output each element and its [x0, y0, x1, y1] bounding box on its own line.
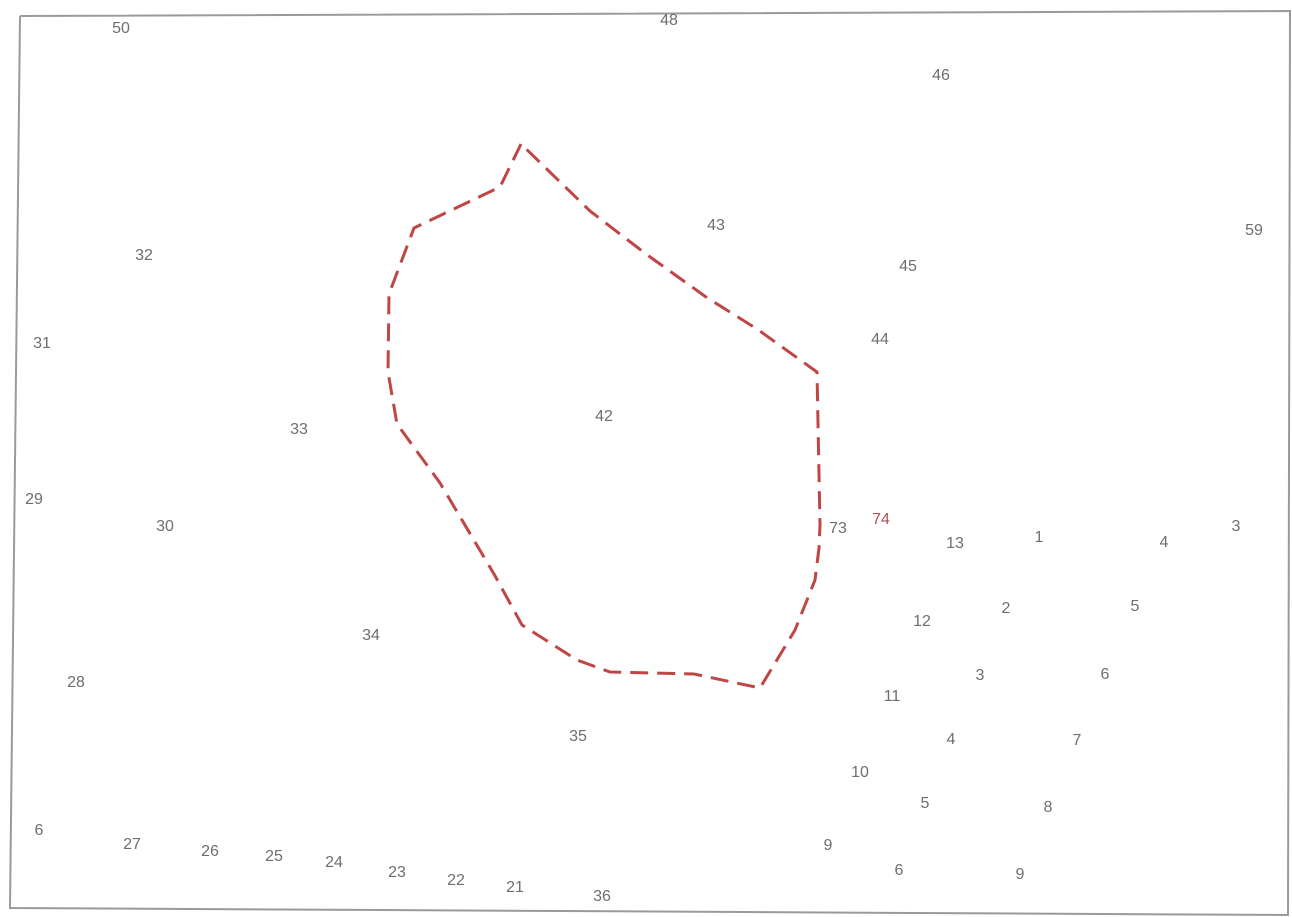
region-label: 3 — [976, 667, 985, 684]
region-label: 24 — [325, 854, 343, 871]
region-label: 13 — [946, 535, 964, 552]
region-label: 25 — [265, 848, 283, 865]
region-label: 28 — [67, 674, 85, 691]
region-label: 22 — [447, 872, 465, 889]
region-label: 33 — [290, 421, 308, 438]
region-label: 10 — [851, 764, 869, 781]
region-label: 36 — [593, 888, 611, 905]
region-label: 32 — [135, 247, 153, 264]
region-label: 27 — [123, 836, 141, 853]
region-label: 4 — [947, 731, 956, 748]
region-label: 29 — [25, 491, 43, 508]
region-label: 30 — [156, 518, 174, 535]
region-label: 9 — [824, 837, 833, 854]
region-label: 31 — [33, 335, 51, 352]
region-label: 9 — [1016, 866, 1025, 883]
region-label: 42 — [595, 408, 613, 425]
highlighted-region-outline — [386, 141, 822, 690]
region-label: 6 — [35, 822, 44, 839]
region-label: 48 — [660, 12, 678, 29]
region-label: 46 — [932, 67, 950, 84]
region-label: 50 — [112, 20, 130, 37]
region-label: 3 — [1232, 518, 1241, 535]
region-label: 43 — [707, 217, 725, 234]
region-label: 23 — [388, 864, 406, 881]
region-label: 73 — [829, 520, 847, 537]
region-label: 4 — [1160, 534, 1169, 551]
region-label: 45 — [899, 258, 917, 275]
region-label: 74 — [872, 511, 890, 528]
region-label: 34 — [362, 627, 380, 644]
region-label: 1 — [1035, 529, 1044, 546]
region-label: 59 — [1245, 222, 1263, 239]
region-label: 8 — [1044, 799, 1053, 816]
region-label: 5 — [921, 795, 930, 812]
region-label: 21 — [506, 879, 524, 896]
region-label: 26 — [201, 843, 219, 860]
region-label: 11 — [884, 688, 901, 705]
region-label: 2 — [1002, 600, 1011, 617]
region-label: 12 — [913, 613, 931, 630]
frame-border — [8, 9, 1292, 917]
region-label: 44 — [871, 331, 889, 348]
region-label: 7 — [1073, 732, 1082, 749]
region-label: 6 — [895, 862, 904, 879]
region-label: 35 — [569, 728, 587, 745]
region-label: 6 — [1101, 666, 1110, 683]
region-label: 5 — [1131, 598, 1140, 615]
